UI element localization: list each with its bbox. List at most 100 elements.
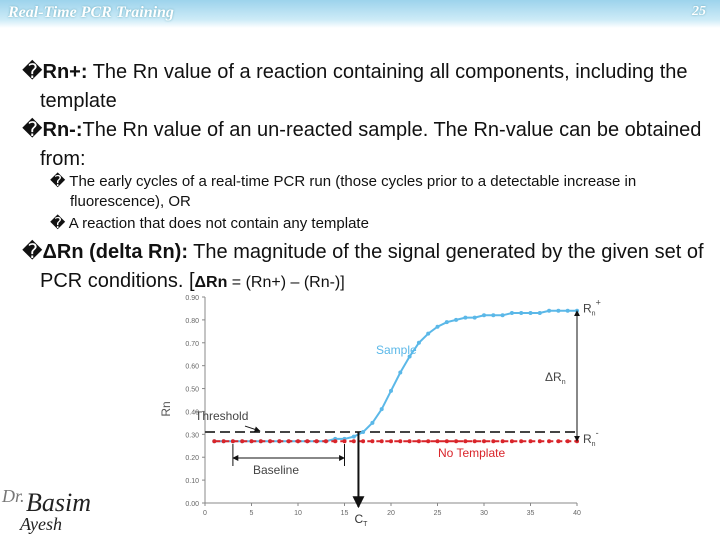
formula: = (Rn+) – (Rn-)] — [227, 274, 345, 291]
data-point — [389, 439, 393, 444]
data-point — [370, 420, 375, 425]
data-point — [463, 439, 468, 444]
x-tick-label: 5 — [250, 510, 254, 517]
data-point — [286, 439, 291, 444]
y-tick-label: 0.30 — [185, 432, 199, 439]
y-tick-label: 0.90 — [185, 295, 199, 302]
data-point — [416, 439, 421, 444]
data-point — [221, 439, 226, 444]
data-point — [491, 439, 496, 444]
bullet-lead: ΔRn (delta Rn): — [42, 241, 188, 263]
page-number: 25 — [692, 4, 706, 19]
data-point — [444, 320, 449, 325]
bullet-marker: � — [50, 215, 66, 232]
data-point — [398, 439, 403, 444]
data-point — [472, 315, 477, 320]
data-point — [351, 439, 356, 444]
y-tick-label: 0.00 — [185, 501, 199, 508]
logo-text: Dr. — [2, 486, 25, 506]
logo-text: Basim — [26, 488, 91, 517]
data-point — [500, 313, 505, 318]
series-line — [214, 309, 577, 443]
data-point — [472, 439, 477, 444]
data-point — [491, 313, 496, 318]
data-point — [509, 311, 514, 316]
bullet-text: The early cycles of a real-time PCR run … — [69, 173, 637, 210]
data-point — [333, 439, 338, 444]
y-tick-label: 0.80 — [185, 318, 199, 325]
y-axis-label: Rn — [159, 401, 173, 416]
data-point — [407, 439, 412, 444]
data-point — [435, 439, 440, 444]
x-tick-label: 15 — [341, 510, 349, 517]
ct-label: CT — [354, 512, 368, 528]
data-point — [528, 311, 533, 316]
data-point — [556, 439, 561, 444]
data-point — [379, 439, 384, 444]
threshold-label: Threshold — [195, 409, 248, 423]
x-tick-label: 10 — [294, 510, 302, 517]
delta-base: ΔR — [545, 370, 562, 384]
data-point — [379, 407, 384, 412]
data-point — [519, 311, 524, 316]
y-tick-label: 0.60 — [185, 364, 199, 371]
data-point — [565, 308, 570, 313]
bullet-text: A reaction that does not contain any tem… — [68, 215, 369, 232]
data-point — [212, 439, 217, 444]
data-point — [351, 434, 356, 439]
bullet-marker: � — [50, 173, 66, 190]
figure: 0.00 0.10 0.20 0.30 0.40 0.50 0.60 0.70 0.80 0.90… — [159, 295, 601, 528]
rn_plus-sub: n — [592, 311, 596, 318]
data-point — [426, 331, 431, 336]
y-tick-label: 0.20 — [185, 455, 199, 462]
rn_plus-label: Rn+ — [583, 298, 601, 318]
bullet-marker: � — [22, 241, 43, 263]
bullet-text: The Rn value of an un-reacted sample. Th… — [40, 119, 702, 170]
data-point — [454, 439, 459, 444]
data-point — [463, 315, 468, 320]
baseline-label: Baseline — [253, 463, 299, 477]
y-tick-label: 0.70 — [185, 341, 199, 348]
ct-label-base: C — [354, 512, 363, 526]
data-point — [277, 439, 282, 444]
bullet-text: The Rn value of a reaction containing al… — [40, 61, 688, 112]
data-point — [258, 439, 263, 444]
data-point — [500, 439, 505, 444]
x-tick-label: 30 — [480, 510, 488, 517]
bullet: �Rn+: The Rn value of a reaction contain… — [22, 58, 720, 116]
data-point — [249, 439, 254, 444]
threshold-arrow — [244, 425, 261, 433]
data-point — [454, 317, 459, 322]
data-point — [482, 313, 486, 318]
data-point — [268, 439, 273, 444]
ct-label-sub: T — [363, 521, 368, 528]
data-point — [389, 388, 393, 393]
bullet-marker: � — [22, 61, 43, 83]
data-point — [537, 311, 542, 316]
header-band — [0, 0, 720, 28]
rn_minus-base: R — [583, 432, 592, 446]
data-point — [314, 439, 319, 444]
data-point — [361, 430, 366, 435]
bullet: �Rn-:The Rn value of an un-reacted sampl… — [22, 116, 720, 174]
x-tick-label: 25 — [434, 510, 442, 517]
x-tick-label: 0 — [203, 510, 207, 517]
logo-text: Ayesh — [20, 514, 62, 534]
y-tick-label: 0.40 — [185, 409, 199, 416]
rn_minus-sub: n — [592, 441, 596, 448]
sub-bullet: � A reaction that does not contain any t… — [50, 214, 710, 234]
data-point — [519, 439, 524, 444]
data-point — [240, 439, 245, 444]
delta-sub: n — [562, 379, 566, 386]
data-point — [556, 308, 561, 313]
bullet-lead: Rn-: — [42, 119, 83, 141]
data-point — [407, 354, 412, 359]
data-point — [565, 439, 570, 444]
data-point — [509, 439, 514, 444]
y-tick-label: 0.10 — [185, 478, 199, 485]
data-point — [528, 439, 533, 444]
bullet-text: The magnitude of the signal generated by… — [40, 241, 704, 292]
data-point — [547, 439, 552, 444]
x-tick-label: 40 — [573, 510, 581, 517]
series-label: No Template — [438, 446, 505, 460]
